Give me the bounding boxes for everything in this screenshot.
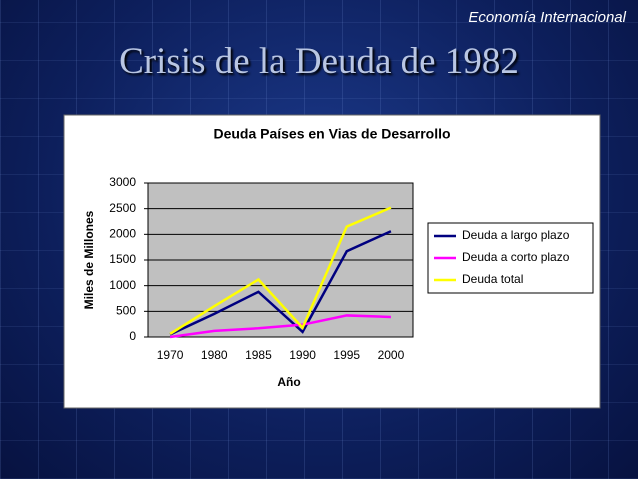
section-label: Economía Internacional — [468, 9, 626, 26]
y-tick-label: 3000 — [109, 175, 136, 189]
legend-label: Deuda a largo plazo — [462, 228, 570, 242]
x-tick-label: 1995 — [333, 348, 360, 362]
chart-title: Deuda Países en Vias de Desarrollo — [213, 126, 450, 142]
x-axis-label: Año — [277, 375, 300, 389]
x-tick-label: 1985 — [245, 348, 272, 362]
legend-label: Deuda a corto plazo — [462, 250, 570, 264]
series-line — [169, 230, 392, 336]
x-tick-label: 2000 — [378, 348, 405, 362]
x-tick-label: 1970 — [157, 348, 184, 362]
series-line — [169, 206, 392, 335]
series-line — [169, 314, 391, 339]
y-tick-label: 1500 — [109, 252, 136, 266]
y-tick-label: 2500 — [109, 201, 136, 215]
y-tick-label: 2000 — [109, 227, 136, 241]
legend-label: Deuda total — [462, 272, 523, 286]
y-tick-label: 500 — [116, 304, 136, 318]
y-tick-label: 0 — [129, 329, 136, 343]
x-tick-label: 1980 — [201, 348, 228, 362]
slide-title: Crisis de la Deuda de 1982 — [119, 41, 519, 82]
x-tick-label: 1990 — [289, 348, 316, 362]
y-tick-label: 1000 — [109, 278, 136, 292]
y-axis-label: Miles de Millones — [82, 210, 96, 309]
